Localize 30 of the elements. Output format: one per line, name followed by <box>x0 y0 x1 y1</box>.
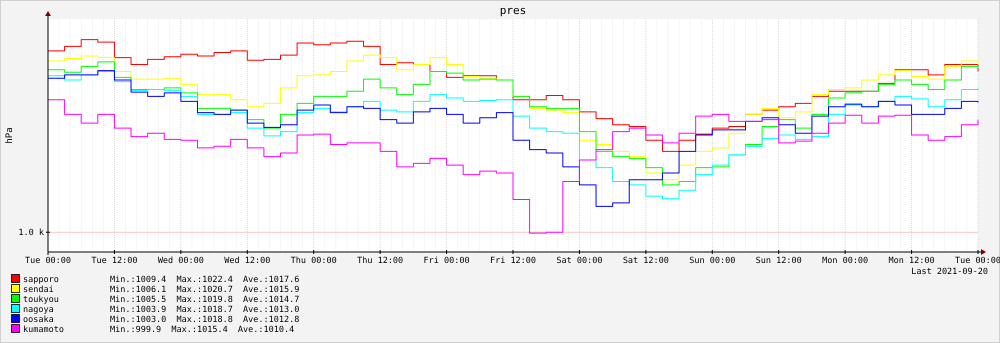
x-tick-label: Mon 12:00 <box>888 256 935 266</box>
x-tick-label: Fri 12:00 <box>490 256 536 266</box>
text: Min.:999.9 Max.:1015.4 Ave.:1010.4 <box>110 325 294 335</box>
chart-title: pres <box>500 4 526 17</box>
x-tick-label: Wed 00:00 <box>158 256 204 266</box>
legend-label: nagoya <box>23 305 54 315</box>
x-tick-label: Sun 00:00 <box>689 256 736 266</box>
text: Min.:1003.9 Max.:1018.7 Ave.:1013.0 <box>110 305 300 315</box>
ref-line-label: 1.0 k <box>18 228 44 238</box>
x-tick-label: Wed 12:00 <box>224 256 270 266</box>
x-tick-label: Tue 00:00 <box>24 256 72 266</box>
legend-label: toukyou <box>23 295 59 305</box>
text: Min.:1006.1 Max.:1020.7 Ave.:1015.9 <box>110 285 300 295</box>
legend-label: oosaka <box>23 315 54 325</box>
legend-label: sapporo <box>23 275 59 285</box>
x-tick-label: Fri 00:00 <box>424 256 470 266</box>
text: Min.:1009.4 Max.:1022.4 Ave.:1017.6 <box>110 275 300 285</box>
text: Min.:1005.5 Max.:1019.8 Ave.:1014.7 <box>110 295 300 305</box>
x-tick-label: Sat 00:00 <box>556 256 602 266</box>
text: Last 2021-09-20 <box>911 267 988 277</box>
x-tick-label: Sun 12:00 <box>756 256 802 266</box>
legend-label: sendai <box>23 285 54 295</box>
x-tick-label: Sat 12:00 <box>622 256 669 266</box>
legend-label: kumamoto <box>23 325 64 335</box>
x-tick-label: Tue 12:00 <box>91 256 138 266</box>
y-axis-title: hPa <box>5 127 15 144</box>
x-tick-label: Mon 00:00 <box>822 256 868 266</box>
x-tick-label: Thu 12:00 <box>357 256 404 266</box>
text: Min.:1003.0 Max.:1018.8 Ave.:1012.8 <box>110 315 300 325</box>
x-tick-label: Thu 00:00 <box>290 256 337 266</box>
